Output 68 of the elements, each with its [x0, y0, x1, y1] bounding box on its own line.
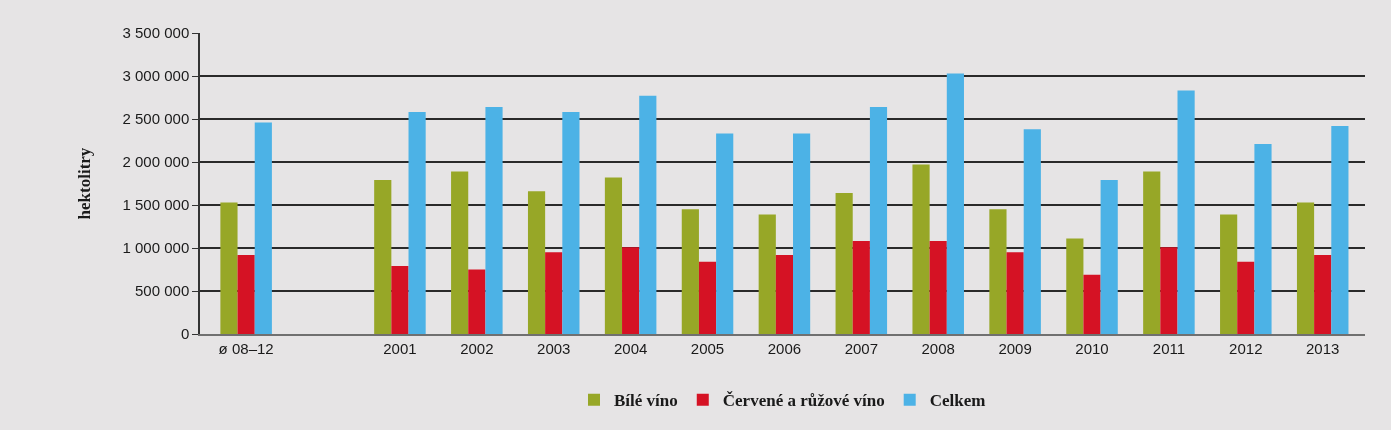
bar	[1314, 254, 1332, 334]
x-tick-label: 2002	[460, 340, 494, 357]
bar	[408, 112, 426, 334]
bar	[1066, 238, 1084, 334]
x-tick-label: 2003	[537, 340, 571, 357]
bar	[1296, 202, 1315, 334]
legend-label: Celkem	[929, 391, 986, 411]
x-tick-label: 2012	[1229, 340, 1263, 357]
x-tick-label: 2010	[1075, 340, 1109, 357]
bar	[793, 133, 811, 334]
bar	[775, 254, 794, 334]
bar	[391, 266, 409, 334]
bar	[852, 241, 870, 334]
bar	[1100, 180, 1118, 334]
x-tick-label: ø 08–12	[218, 340, 274, 357]
y-tick-label: 2 500 000	[122, 110, 190, 128]
y-tick-label: 1 000 000	[122, 239, 190, 257]
y-tick-label: 3 000 000	[122, 67, 190, 85]
x-tick-label: 2009	[998, 340, 1032, 357]
bar	[527, 191, 546, 334]
bar	[929, 241, 947, 334]
x-tick-label: 2011	[1152, 340, 1186, 357]
bar	[698, 261, 717, 334]
bar	[254, 122, 272, 334]
bar	[1023, 129, 1041, 334]
legend-label: Bílé víno	[614, 391, 678, 411]
bar	[1254, 143, 1272, 334]
bar	[681, 209, 699, 334]
x-tick-label: 2001	[383, 340, 417, 357]
bar	[716, 133, 734, 334]
x-tick-label: 2005	[690, 340, 725, 357]
y-tick-label: 3 500 000	[122, 24, 190, 42]
bar	[622, 247, 640, 334]
bar	[1331, 125, 1349, 334]
bar	[912, 164, 930, 334]
bar	[451, 171, 469, 334]
y-tick-label: 500 000	[135, 282, 190, 300]
bar	[468, 269, 486, 334]
y-tick-label: 2 000 000	[122, 153, 190, 171]
x-tick-label: 2013	[1306, 340, 1340, 357]
x-tick-label: 2004	[613, 340, 648, 357]
bar	[946, 73, 964, 334]
bar	[220, 202, 238, 334]
bar	[1006, 252, 1024, 334]
bar	[1177, 90, 1195, 334]
x-tick-label: 2008	[921, 340, 955, 357]
bar	[1083, 274, 1101, 334]
bar	[869, 106, 888, 334]
bar	[562, 112, 580, 334]
bar	[374, 180, 392, 334]
x-tick-label: 2007	[844, 340, 879, 357]
x-tick-label: 2006	[767, 340, 802, 357]
bar	[639, 95, 657, 334]
y-tick-label: 1 500 000	[122, 196, 190, 214]
bar	[604, 177, 623, 334]
bar	[1160, 247, 1178, 334]
bar	[989, 209, 1007, 334]
legend-label: Červené a růžové víno	[722, 391, 885, 411]
bar	[758, 214, 776, 334]
bar	[1237, 261, 1255, 334]
bar	[1220, 214, 1238, 334]
bar	[835, 192, 853, 334]
bar	[485, 106, 503, 334]
bar	[237, 254, 255, 334]
y-axis-title: hektolitry	[74, 147, 94, 220]
bar	[1143, 171, 1161, 334]
y-tick-label: 0	[180, 325, 190, 343]
bar	[545, 252, 563, 334]
